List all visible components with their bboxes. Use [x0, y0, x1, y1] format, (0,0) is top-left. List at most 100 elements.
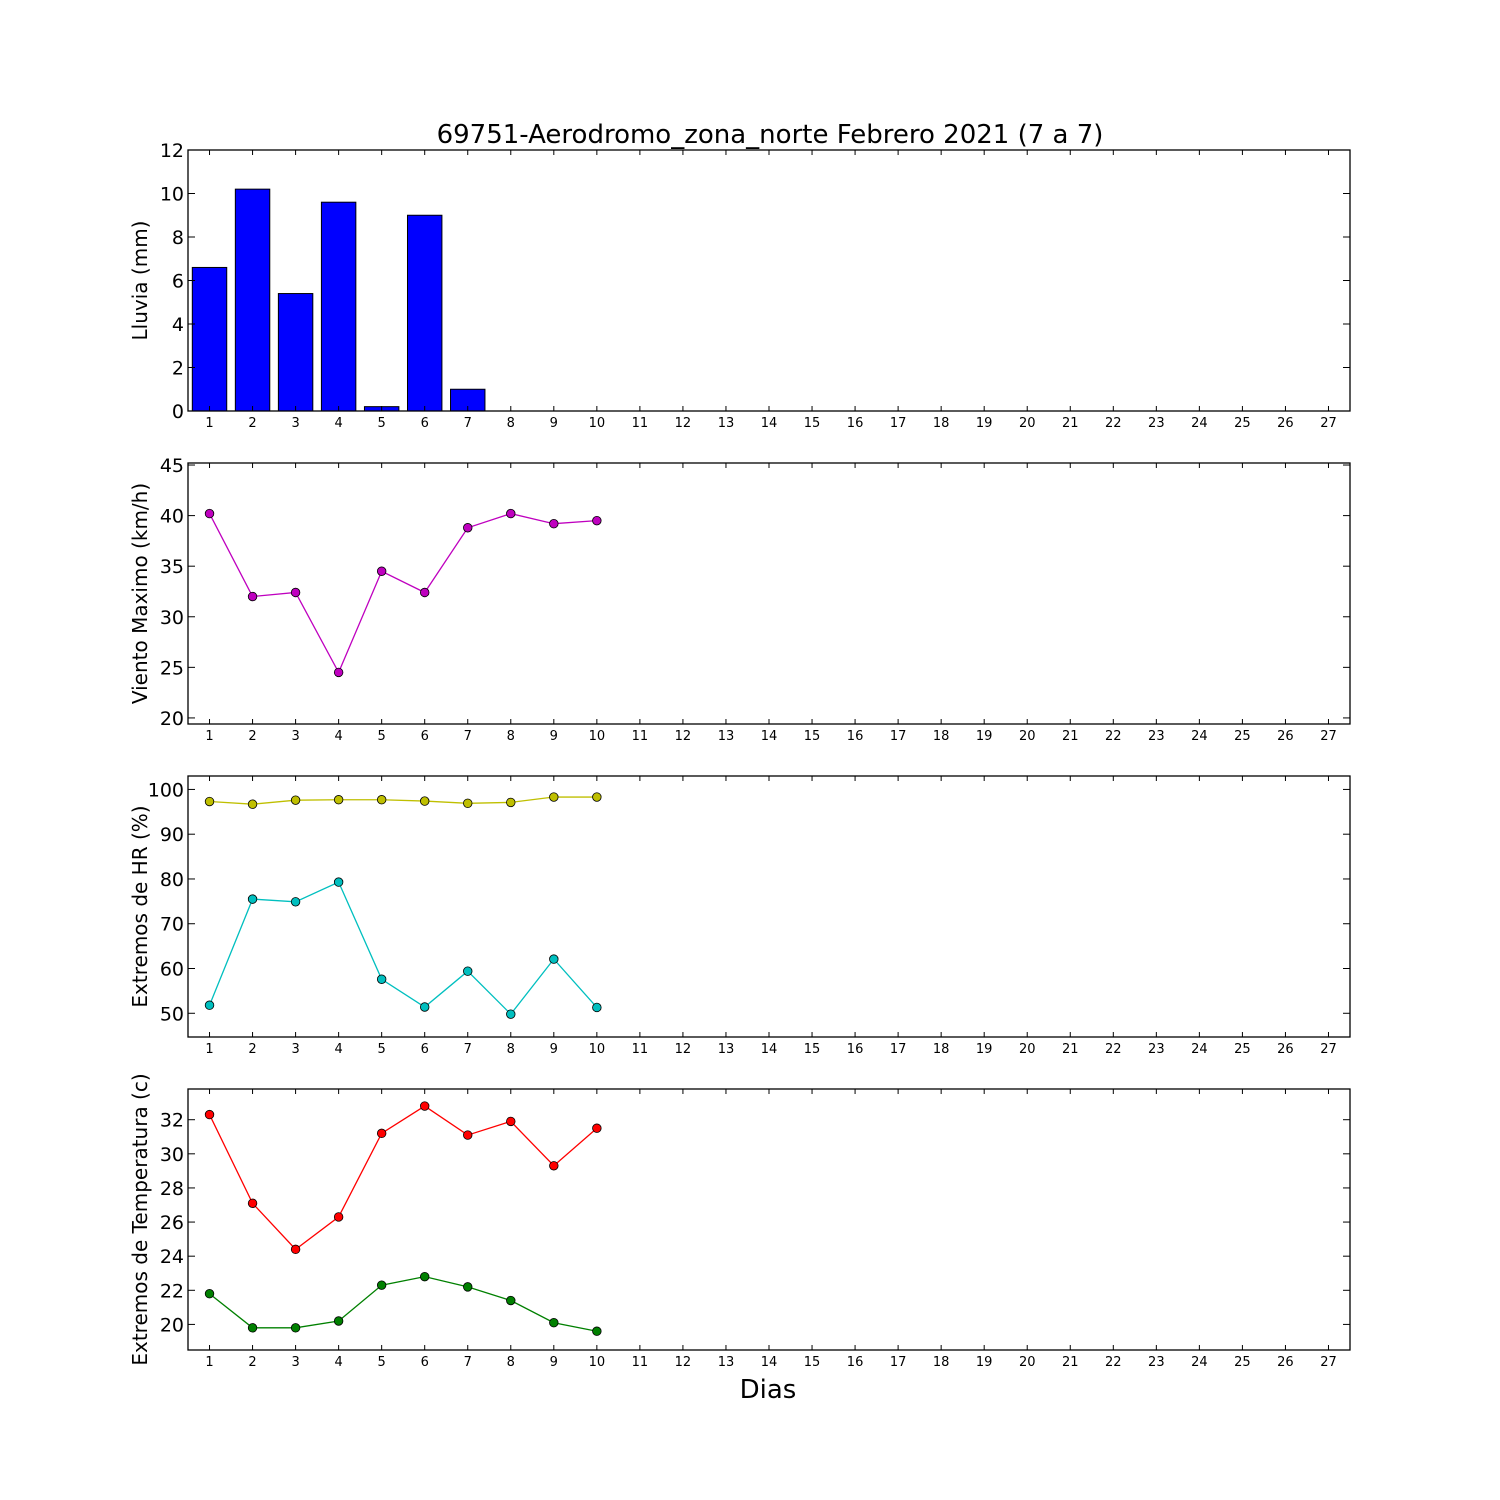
series-1-point-day-8 [506, 1116, 516, 1127]
series-1-point-day-2 [247, 591, 258, 602]
y-tick-label: 80 [160, 869, 184, 891]
y-tick-label: 0 [172, 401, 184, 423]
y-tick-label: 8 [172, 227, 184, 249]
x-tick-label: 8 [507, 416, 515, 431]
x-tick-label: 11 [632, 1355, 649, 1370]
x-tick-label: 16 [847, 1042, 864, 1057]
x-tick-label: 27 [1320, 1042, 1337, 1057]
x-tick-label: 24 [1191, 1042, 1208, 1057]
x-tick-label: 13 [718, 1355, 735, 1370]
series-1-point-day-1 [204, 1109, 215, 1120]
panel-extremos-de-temperatura-c: 1 2 3 4 5 6 7 8 9 10 11 12 13 14 15 16 17 18 19 20 21 22 23 24 2… [128, 1073, 1351, 1370]
series-2-point-day-6 [420, 1002, 430, 1012]
x-tick-label: 2 [248, 416, 256, 431]
x-tick-label: 27 [1320, 1355, 1337, 1370]
series-2-point-day-4 [333, 1316, 344, 1326]
x-tick-label: 3 [291, 1355, 299, 1370]
x-tick-label: 8 [507, 1042, 515, 1057]
x-tick-label: 1 [205, 729, 213, 744]
x-tick-label: 9 [550, 729, 558, 744]
x-tick-label: 13 [718, 416, 735, 431]
x-tick-label: 20 [1019, 416, 1036, 431]
x-tick-label: 4 [334, 1355, 342, 1370]
series-1-point-day-10 [592, 515, 602, 526]
y-tick-label: 32 [160, 1110, 184, 1132]
x-tick-label: 1 [205, 416, 213, 431]
x-tick-label: 17 [890, 416, 907, 431]
y-tick-label: 30 [160, 607, 184, 629]
series-2-point-day-9 [549, 954, 559, 964]
x-tick-label: 16 [847, 416, 864, 431]
y-tick-label: 20 [160, 1314, 184, 1336]
x-tick-label: 7 [464, 1042, 472, 1057]
x-tick-label: 11 [632, 729, 649, 744]
x-tick-label: 26 [1277, 729, 1294, 744]
x-tick-label: 5 [378, 416, 386, 431]
x-tick-label: 9 [550, 1355, 558, 1370]
series-1-point-day-4 [333, 667, 344, 678]
bar-day-2 [234, 188, 271, 412]
x-tick-label: 6 [421, 729, 429, 744]
x-tick-label: 5 [378, 1355, 386, 1370]
x-tick-label: 16 [847, 1355, 864, 1370]
x-tick-label: 6 [421, 416, 429, 431]
x-tick-label: 24 [1191, 729, 1208, 744]
bar-day-4 [320, 201, 357, 412]
series-2-point-day-2 [247, 1323, 258, 1333]
panel-lluvia-mm: 1 2 3 4 5 6 7 8 9 10 11 12 13 14 15 16 17 18 19 20 21 22 23 24 2… [128, 140, 1351, 431]
y-tick-label: 40 [160, 506, 184, 528]
x-tick-label: 12 [675, 416, 692, 431]
series-line-2 [209, 1275, 597, 1332]
y-tick-label: 30 [160, 1144, 184, 1166]
series-1-point-day-6 [420, 1101, 430, 1111]
series-line-1 [208, 512, 597, 674]
x-tick-label: 7 [464, 1355, 472, 1370]
x-tick-label: 6 [421, 1355, 429, 1370]
x-tick-label: 14 [761, 1355, 778, 1370]
x-tick-label: 11 [632, 416, 649, 431]
x-tick-label: 21 [1062, 1042, 1079, 1057]
series-2-point-day-6 [420, 1271, 430, 1282]
series-2-point-day-10 [592, 1326, 602, 1336]
series-1-point-day-1 [204, 796, 215, 807]
x-tick-label: 15 [804, 729, 821, 744]
x-tick-label: 5 [378, 729, 386, 744]
y-tick-label: 4 [172, 314, 184, 336]
series-2-point-day-1 [204, 1000, 215, 1010]
series-1-point-day-3 [290, 1244, 301, 1255]
series-2-point-day-1 [204, 1289, 215, 1299]
x-tick-label: 16 [847, 729, 864, 744]
x-tick-label: 3 [291, 729, 299, 744]
series-1-point-day-7 [463, 523, 473, 533]
x-tick-label: 22 [1105, 1042, 1122, 1057]
y-axis-label: Extremos de Temperatura (c) [128, 1073, 152, 1365]
x-tick-label: 24 [1191, 1355, 1208, 1370]
figure-title: 69751-Aerodromo_zona_norte Febrero 2021 … [437, 120, 1104, 150]
x-tick-label: 2 [248, 1042, 256, 1057]
x-tick-label: 11 [632, 1042, 649, 1057]
axes-frame [187, 149, 1351, 412]
x-tick-label: 27 [1320, 416, 1337, 431]
x-tick-label: 8 [507, 729, 515, 744]
y-tick-label: 2 [172, 358, 184, 380]
x-tick-label: 21 [1062, 1355, 1079, 1370]
series-1-point-day-4 [333, 1212, 344, 1222]
y-tick-label: 50 [160, 1003, 184, 1025]
x-tick-label: 14 [761, 1042, 778, 1057]
x-tick-label: 17 [890, 729, 907, 744]
x-tick-label: 19 [976, 1042, 993, 1057]
series-2-point-day-10 [592, 1002, 602, 1013]
series-1-point-day-7 [463, 798, 473, 809]
bar-day-6 [406, 214, 443, 412]
y-tick-label: 6 [172, 271, 184, 293]
series-2-point-day-5 [376, 974, 387, 984]
x-tick-label: 15 [804, 416, 821, 431]
y-tick-label: 24 [160, 1246, 184, 1268]
x-tick-label: 21 [1062, 416, 1079, 431]
x-tick-label: 5 [378, 1042, 386, 1057]
x-tick-label: 18 [933, 416, 950, 431]
x-tick-label: 10 [589, 1355, 606, 1370]
x-tick-label: 14 [761, 416, 778, 431]
x-tick-label: 17 [890, 1042, 907, 1057]
x-tick-label: 24 [1191, 416, 1208, 431]
